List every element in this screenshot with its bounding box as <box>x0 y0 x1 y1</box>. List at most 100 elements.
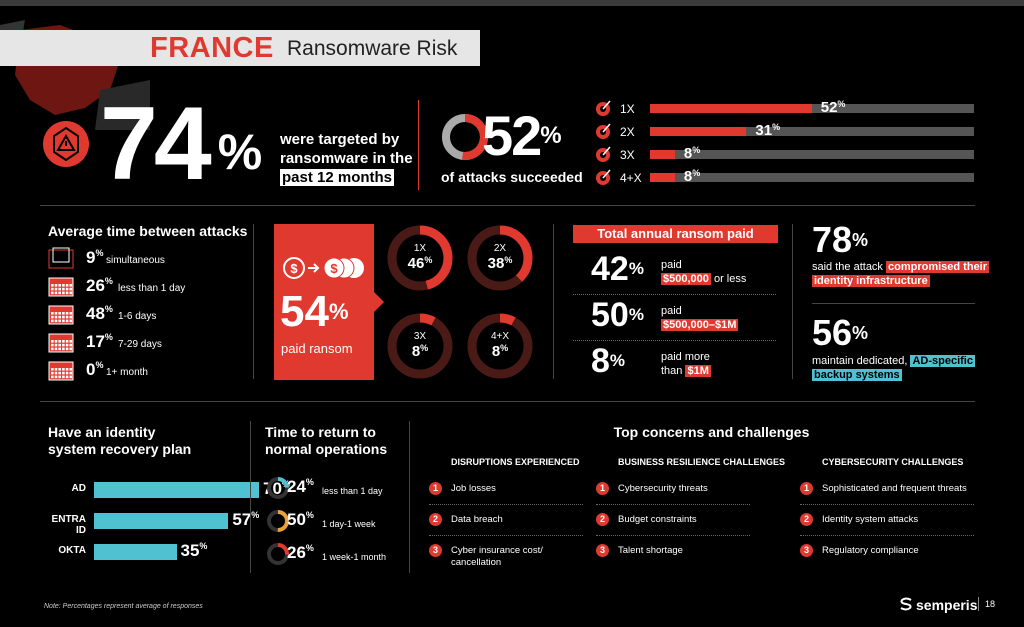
identity-compromised-percent: 78% <box>812 219 869 260</box>
concerns-title: Top concerns and challenges <box>613 424 810 440</box>
coins-icon: $ $ <box>283 257 364 279</box>
paid-donut-value: 8% <box>491 343 509 360</box>
identity-compromised-text: said the attack compromised their identit… <box>812 261 990 287</box>
concerns-column-header: BUSINESS RESILIENCE CHALLENGES <box>618 457 786 467</box>
paid-donut-value: 46% <box>407 255 433 272</box>
attack-bar-label: 4+X <box>620 171 642 185</box>
paid-donut-0 <box>387 225 453 291</box>
concern-item: Regulatory compliance <box>822 545 919 556</box>
avg-time-label: less than 1 day <box>118 283 186 294</box>
calendar-icon <box>48 277 74 297</box>
calendar-icon <box>48 333 74 353</box>
ransom-paid-text: paid more than $1M <box>661 351 711 377</box>
paid-donut-2 <box>387 313 453 379</box>
concern-item: Cyber insurance cost/ <box>451 545 543 556</box>
avg-time-value: 26% <box>86 276 113 295</box>
svg-text:$: $ <box>290 261 298 276</box>
attack-bar-fill <box>650 127 747 136</box>
paid-donut-label: 4+X <box>490 331 510 342</box>
recovery-bar-fill <box>94 482 259 498</box>
avg-time-value: 17% <box>86 332 113 351</box>
return-label: 1 week-1 month <box>322 552 387 562</box>
return-donut-0 <box>267 477 289 499</box>
page-subtitle: Ransomware Risk <box>287 37 458 60</box>
attack-bar-fill <box>650 150 675 159</box>
concern-item: Talent shortage <box>618 545 683 556</box>
calendar-icon <box>48 247 74 269</box>
ransom-paid-title: Total annual ransom paid <box>573 225 778 243</box>
attack-bar-value: 31% <box>755 122 781 139</box>
recovery-bar-value: 57% <box>232 510 260 529</box>
ransomware-warning-icon <box>43 121 89 167</box>
paid-percent: 54% <box>280 287 349 336</box>
backup-percent: 56% <box>812 312 869 353</box>
return-donut-2 <box>267 543 289 565</box>
title-banner: FRANCE Ransomware Risk <box>0 30 480 66</box>
page-number: 18 <box>985 599 996 609</box>
recovery-bar-label: OKTA <box>58 545 86 556</box>
rank-badge: 2 <box>429 513 442 526</box>
return-value: 26% <box>287 543 314 562</box>
attack-bar-track <box>650 104 974 113</box>
recovery-bar-label: AD <box>71 483 86 494</box>
calendar-icon <box>48 305 74 325</box>
attack-bar-track <box>650 173 974 182</box>
attack-bar-label: 2X <box>620 125 635 139</box>
concern-item: Budget constraints <box>618 514 697 525</box>
return-label: less than 1 day <box>322 486 383 496</box>
concern-item: Job losses <box>451 483 496 494</box>
recovery-bar-label: ENTRA ID <box>51 514 86 536</box>
attack-bar-label: 1X <box>620 102 635 116</box>
concerns-column-header: CYBERSECURITY CHALLENGES <box>822 457 964 467</box>
ransom-paid-percent: 8% <box>591 342 626 380</box>
rank-badge: 1 <box>800 482 813 495</box>
attack-bar-value: 52% <box>820 99 846 116</box>
rank-badge: 2 <box>800 513 813 526</box>
paid-label: paid ransom <box>281 341 353 356</box>
ransom-paid-text: paid $500,000–$1M <box>661 305 739 331</box>
concern-item: cancellation <box>451 557 502 568</box>
avg-time-value: 0% <box>86 360 104 379</box>
target-icon <box>596 169 611 185</box>
paid-donut-label: 1X <box>413 243 427 254</box>
semperis-logo-icon <box>900 597 912 611</box>
target-icon <box>596 146 611 162</box>
paid-donut-label: 2X <box>493 243 507 254</box>
avg-time-label: simultaneous <box>106 255 165 266</box>
concerns-column-header: DISRUPTIONS EXPERIENCED <box>451 457 580 467</box>
avg-time-label: 7-29 days <box>118 339 162 350</box>
hero-percent: 74% <box>100 86 262 202</box>
success-label: of attacks succeeded <box>441 169 583 185</box>
country-title: FRANCE <box>150 32 274 64</box>
attack-bar-value: 8% <box>683 168 701 185</box>
target-icon <box>596 100 611 116</box>
paid-donut-1 <box>467 225 533 291</box>
ransom-paid-percent: 50% <box>591 296 644 334</box>
concern-item: Cybersecurity threats <box>618 483 708 494</box>
ransom-paid-text: paid $500,000 or less <box>661 259 747 285</box>
footnote: Note: Percentages represent average of r… <box>44 603 203 610</box>
svg-text:$: $ <box>330 261 338 276</box>
rank-badge: 3 <box>800 544 813 557</box>
attack-bar-fill <box>650 104 812 113</box>
return-value: 24% <box>287 477 314 496</box>
rank-badge: 1 <box>596 482 609 495</box>
concern-item: Data breach <box>451 514 503 525</box>
success-donut <box>442 114 488 160</box>
backup-text: maintain dedicated, AD-specific backup sy… <box>812 355 975 381</box>
avg-time-title: Average time between attacks <box>48 223 248 239</box>
paid-donut-value: 38% <box>487 255 513 272</box>
paid-donut-label: 3X <box>413 331 427 342</box>
top-bar <box>0 0 1024 6</box>
attack-bar-track <box>650 127 974 136</box>
paid-donut-3 <box>467 313 533 379</box>
paid-ransom-panel <box>274 224 374 380</box>
attack-bar-track <box>650 150 974 159</box>
rank-badge: 3 <box>596 544 609 557</box>
recovery-bar-value: 35% <box>180 541 208 560</box>
attack-bar-fill <box>650 173 675 182</box>
rank-badge: 3 <box>429 544 442 557</box>
return-donut-1 <box>267 510 289 532</box>
return-title: Time to return to normal operations <box>265 424 388 457</box>
rank-badge: 2 <box>596 513 609 526</box>
